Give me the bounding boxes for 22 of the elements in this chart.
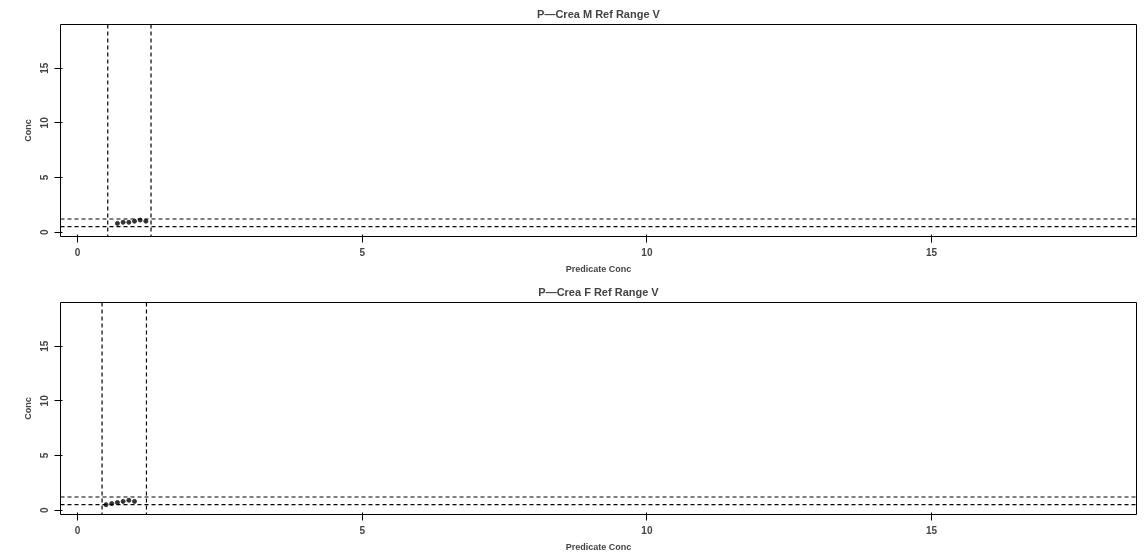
x-tick-label: 5: [359, 524, 366, 536]
y-axis-title: Conc: [22, 119, 33, 142]
x-tick-label: 10: [641, 246, 653, 258]
y-tick-label: 5: [39, 452, 51, 459]
y-tick-label: 15: [39, 62, 51, 74]
x-tick-label: 10: [641, 524, 653, 536]
x-tick-label: 0: [74, 246, 81, 258]
x-tick-label: 0: [74, 524, 81, 536]
y-tick-label: 10: [39, 394, 51, 407]
y-tick-label: 15: [39, 340, 51, 352]
y-tick-label: 10: [39, 116, 51, 129]
x-tick-label: 5: [359, 246, 366, 258]
x-axis-title: Predicate Conc: [565, 263, 632, 274]
y-tick-label: 5: [39, 174, 51, 181]
chart-title: P—Crea M Ref Range V: [537, 7, 661, 20]
x-tick-label: 15: [925, 246, 938, 258]
y-tick-label: 0: [39, 228, 51, 235]
y-axis-title: Conc: [22, 397, 33, 420]
chart-title: P—Crea F Ref Range V: [538, 285, 660, 298]
x-tick-label: 15: [925, 524, 938, 536]
x-axis-title: Predicate Conc: [565, 541, 632, 552]
y-tick-label: 0: [39, 506, 51, 513]
